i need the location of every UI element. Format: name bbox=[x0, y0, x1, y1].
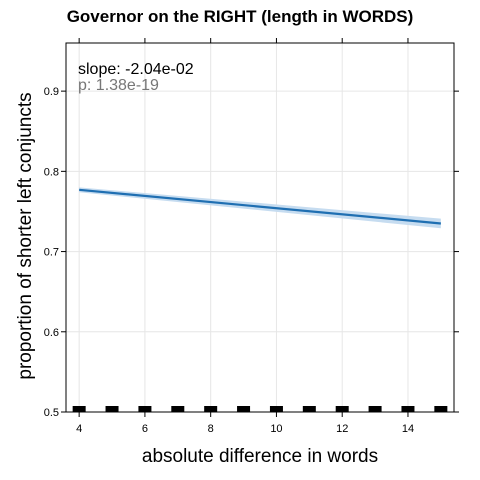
rug-mark bbox=[401, 406, 414, 412]
x-tick-label: 6 bbox=[142, 423, 148, 435]
trend-lines bbox=[79, 190, 441, 224]
plot-frame bbox=[66, 43, 454, 412]
trend-line bbox=[79, 190, 441, 224]
y-tick-label: 0.6 bbox=[44, 327, 59, 339]
chart-title: Governor on the RIGHT (length in WORDS) bbox=[67, 7, 414, 26]
rug-mark bbox=[73, 406, 86, 412]
grid bbox=[66, 43, 454, 412]
x-tick-label: 10 bbox=[270, 423, 282, 435]
rug-mark bbox=[303, 406, 316, 412]
confidence-band-area bbox=[79, 187, 441, 228]
y-tick-label: 0.7 bbox=[44, 247, 59, 259]
rug-mark bbox=[237, 406, 250, 412]
x-axis-title: absolute difference in words bbox=[142, 446, 378, 467]
rug-mark bbox=[336, 406, 349, 412]
y-tick-label: 0.8 bbox=[44, 166, 59, 178]
rug-mark bbox=[171, 406, 184, 412]
y-tick-label: 0.9 bbox=[44, 86, 59, 98]
y-axis-title: proportion of shorter left conjuncts bbox=[15, 92, 36, 379]
rug-mark bbox=[369, 406, 382, 412]
slope-annotation: slope: -2.04e-02 bbox=[78, 61, 194, 78]
y-tick-label: 0.5 bbox=[44, 407, 59, 419]
p-value-annotation: p: 1.38e-19 bbox=[78, 77, 159, 94]
rug-mark bbox=[270, 406, 283, 412]
x-axis: 4 6 8 10 12 14 bbox=[76, 38, 414, 435]
rug-mark bbox=[204, 406, 217, 412]
rug-marks bbox=[73, 406, 448, 412]
x-tick-label: 14 bbox=[402, 423, 414, 435]
rug-mark bbox=[138, 406, 151, 412]
rug-mark bbox=[106, 406, 119, 412]
y-axis: 0.5 0.6 0.7 0.8 0.9 bbox=[44, 86, 459, 419]
rug-mark bbox=[434, 406, 447, 412]
x-tick-label: 4 bbox=[76, 423, 82, 435]
x-tick-label: 8 bbox=[208, 423, 214, 435]
x-tick-label: 12 bbox=[336, 423, 348, 435]
confidence-band bbox=[79, 187, 441, 228]
